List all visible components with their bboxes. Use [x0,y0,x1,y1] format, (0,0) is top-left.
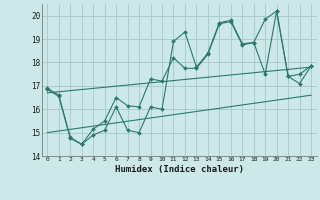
X-axis label: Humidex (Indice chaleur): Humidex (Indice chaleur) [115,165,244,174]
